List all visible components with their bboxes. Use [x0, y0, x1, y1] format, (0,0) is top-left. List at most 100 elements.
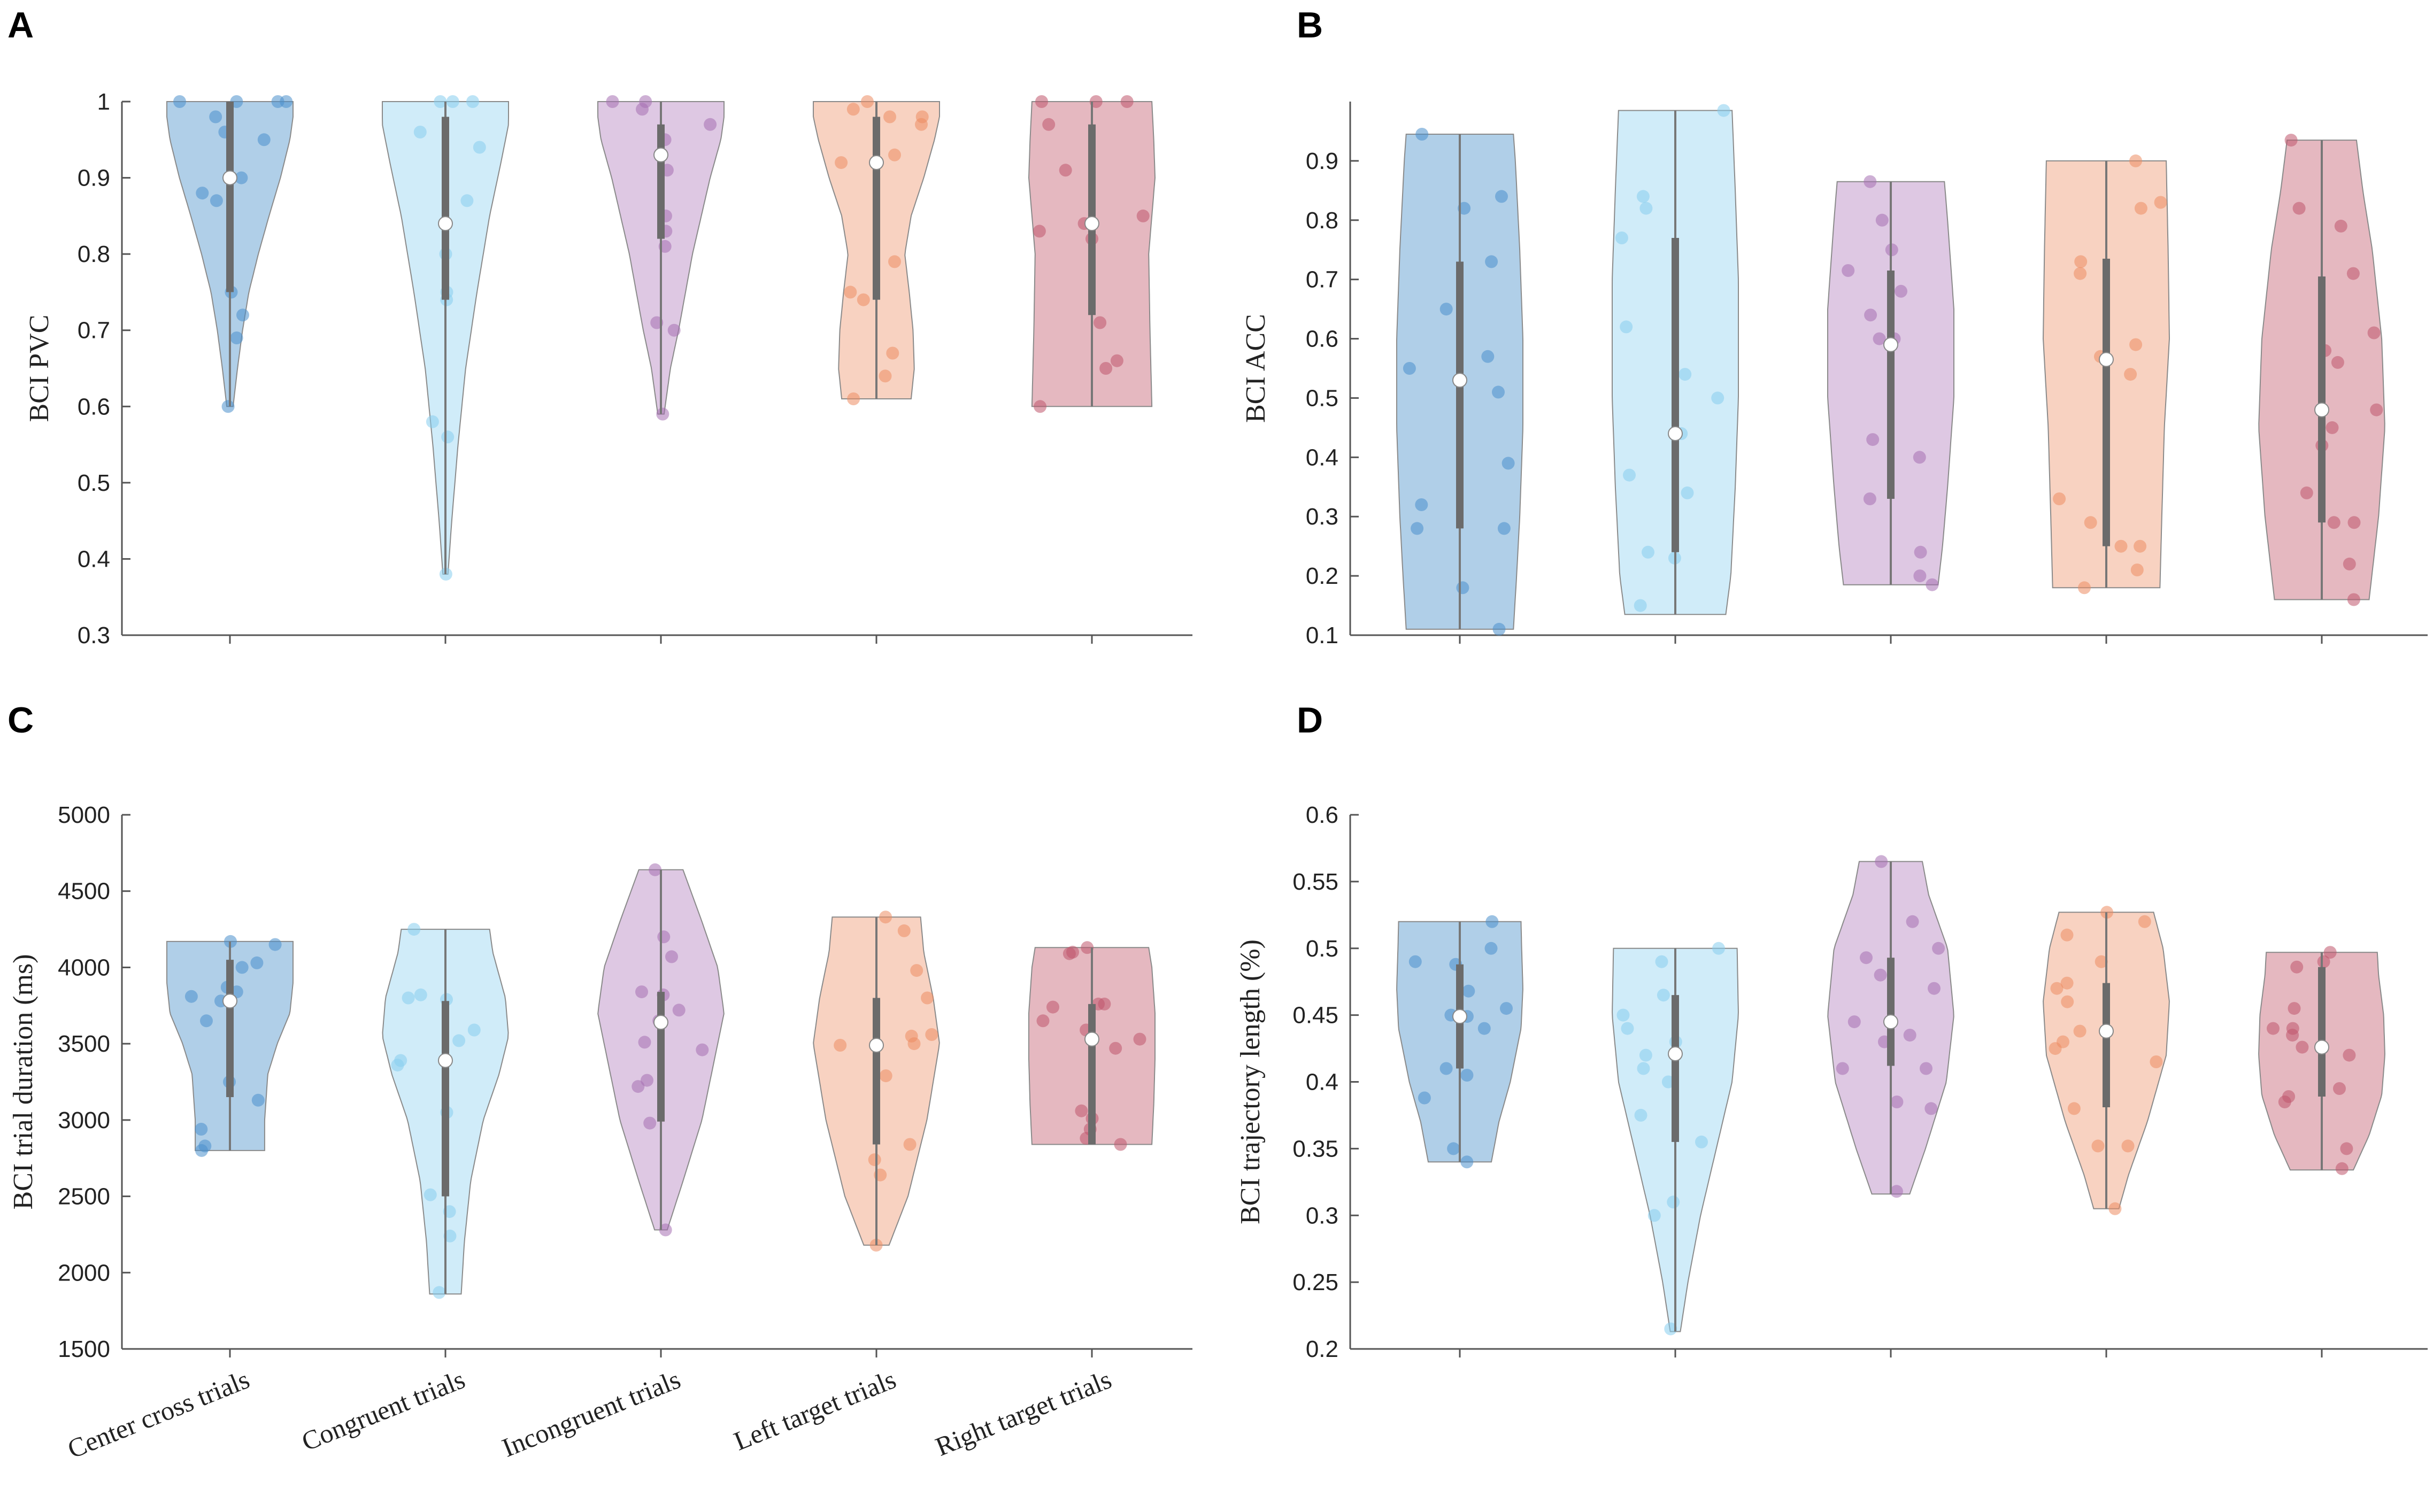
data-point — [1657, 989, 1670, 1002]
y-tick-label: 1 — [97, 89, 110, 115]
data-point — [1914, 545, 1927, 559]
data-point — [2108, 1202, 2122, 1215]
y-tick-label: 0.3 — [1306, 504, 1338, 530]
data-point — [2343, 1048, 2356, 1062]
panel-C: C 1500 2000 2500 3000 3500 4000 4500 5000 BCI tri… — [7, 700, 1192, 1464]
median-marker — [1452, 373, 1467, 388]
y-tick-label: 0.2 — [1306, 563, 1338, 589]
data-point — [1636, 190, 1650, 203]
data-point — [857, 293, 870, 306]
data-point — [1864, 175, 1877, 188]
data-point — [2290, 960, 2304, 974]
data-point — [636, 103, 649, 116]
y-axis-label: BCI PVC — [24, 315, 55, 422]
data-point — [1615, 232, 1628, 244]
panel-letter: D — [1297, 700, 1323, 740]
data-point — [443, 1229, 457, 1243]
y-tick-label: 0.6 — [1306, 802, 1338, 828]
data-point — [1492, 622, 1506, 636]
data-point — [2091, 1139, 2105, 1153]
data-point — [1439, 303, 1453, 316]
data-point — [1034, 400, 1047, 413]
data-point — [1114, 1138, 1127, 1151]
y-tick-label: 4500 — [58, 878, 110, 905]
y-tick-label: 0.25 — [1292, 1269, 1338, 1295]
data-point — [195, 1123, 208, 1136]
x-category-label: Congruent trials — [297, 1364, 469, 1456]
data-point — [879, 1069, 892, 1083]
data-point — [1875, 213, 1889, 227]
data-point — [2370, 403, 2383, 416]
data-point — [1415, 128, 1429, 141]
data-point — [1913, 451, 1926, 464]
data-point — [2134, 539, 2147, 553]
data-point — [424, 1188, 437, 1201]
data-point — [195, 1144, 208, 1157]
median-marker — [1883, 1014, 1898, 1030]
data-point — [1895, 284, 1907, 298]
data-point — [847, 392, 860, 405]
data-point — [1924, 1102, 1938, 1115]
data-point — [2061, 995, 2074, 1008]
data-point — [1866, 433, 1880, 446]
y-tick-label: 0.4 — [1306, 444, 1338, 470]
x-category-label: Left target trials — [729, 1364, 900, 1456]
data-point — [467, 1023, 481, 1037]
data-point — [1679, 368, 1692, 381]
data-point — [402, 991, 415, 1005]
data-point — [1661, 1075, 1675, 1089]
data-point — [2284, 134, 2298, 147]
y-axis-label: BCI ACC — [1241, 314, 1271, 423]
x-category-label: Right target trials — [931, 1364, 1116, 1462]
data-point — [2367, 326, 2381, 340]
data-point — [1634, 1108, 1647, 1122]
data-point — [1639, 202, 1653, 215]
data-point — [1695, 1135, 1708, 1148]
data-point — [1403, 362, 1416, 375]
data-point — [1864, 308, 1877, 322]
data-point — [2335, 1162, 2349, 1175]
data-point — [2327, 516, 2340, 529]
y-axis-label: BCI trial duration (ms) — [8, 954, 39, 1209]
data-point — [434, 95, 447, 108]
data-point — [1639, 1048, 1652, 1062]
median-marker — [869, 155, 884, 171]
data-point — [641, 1074, 653, 1087]
y-tick-label: 0.7 — [1306, 267, 1338, 293]
data-point — [200, 1014, 213, 1028]
data-point — [1873, 332, 1886, 345]
data-point — [407, 923, 421, 936]
median-marker — [653, 1015, 668, 1030]
data-point — [1495, 190, 1508, 203]
data-point — [868, 1153, 881, 1167]
y-tick-label: 5000 — [58, 802, 110, 828]
data-point — [391, 1059, 404, 1072]
median-marker — [1084, 216, 1099, 232]
data-point — [1098, 997, 1111, 1010]
data-point — [665, 950, 678, 963]
data-point — [883, 110, 896, 124]
panel-B: B 0.1 0.2 0.3 0.4 0.5 0.6 0.7 0.8 0.9 BCI ACC — [1241, 5, 2428, 649]
data-point — [2073, 1024, 2086, 1038]
data-point — [2333, 1082, 2346, 1095]
y-tick-label: 0.1 — [1306, 622, 1338, 649]
x-category-label: Incongruent trials — [498, 1364, 684, 1463]
data-point — [921, 991, 934, 1005]
data-point — [446, 95, 459, 108]
y-tick-label: 0.5 — [78, 470, 110, 496]
data-point — [915, 118, 928, 131]
data-point — [1456, 581, 1469, 595]
data-point — [879, 369, 892, 383]
y-tick-label: 2500 — [58, 1184, 110, 1210]
data-point — [2317, 955, 2330, 968]
y-tick-label: 0.6 — [1306, 326, 1338, 352]
data-point — [1109, 1042, 1122, 1055]
y-tick-label: 2000 — [58, 1260, 110, 1286]
data-point — [257, 133, 271, 146]
data-point — [473, 141, 486, 154]
panel-letter: B — [1297, 5, 1323, 45]
data-point — [1081, 941, 1094, 954]
data-point — [1439, 1062, 1453, 1075]
data-point — [1874, 968, 1887, 982]
data-point — [2114, 539, 2128, 553]
